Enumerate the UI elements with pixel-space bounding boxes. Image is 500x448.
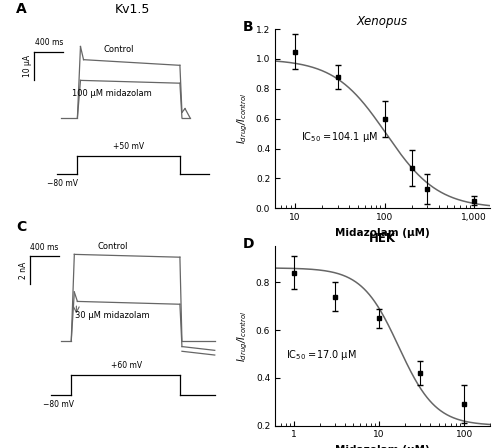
- Title: HEK: HEK: [369, 232, 396, 245]
- Title: Xenopus: Xenopus: [357, 15, 408, 28]
- Text: B: B: [243, 20, 254, 34]
- Text: −80 mV: −80 mV: [46, 179, 78, 188]
- Text: IC$_{50}$ =104.1 μM: IC$_{50}$ =104.1 μM: [301, 130, 378, 144]
- Text: Control: Control: [103, 45, 134, 54]
- X-axis label: Midazolam (μM): Midazolam (μM): [335, 445, 430, 448]
- Text: −80 mV: −80 mV: [42, 400, 74, 409]
- Text: 400 ms: 400 ms: [34, 38, 63, 47]
- Text: 400 ms: 400 ms: [30, 242, 59, 252]
- Text: Control: Control: [97, 241, 128, 250]
- X-axis label: Midazolam (μM): Midazolam (μM): [335, 228, 430, 238]
- Y-axis label: I$_{drug}$/I$_{control}$: I$_{drug}$/I$_{control}$: [236, 93, 250, 144]
- Text: +50 mV: +50 mV: [113, 142, 144, 151]
- Text: 30 μM midazolam: 30 μM midazolam: [75, 311, 150, 320]
- Text: 2 nA: 2 nA: [18, 262, 28, 279]
- Y-axis label: I$_{drug}$/I$_{control}$: I$_{drug}$/I$_{control}$: [236, 310, 250, 362]
- Text: Kv1.5: Kv1.5: [115, 4, 150, 17]
- Text: 100 μM midazolam: 100 μM midazolam: [72, 89, 152, 98]
- Text: A: A: [16, 2, 26, 17]
- Text: D: D: [243, 237, 254, 251]
- Text: C: C: [16, 220, 26, 234]
- Text: +60 mV: +60 mV: [111, 361, 142, 370]
- Text: 10 μA: 10 μA: [22, 55, 32, 78]
- Text: IC$_{50}$ =17.0 μM: IC$_{50}$ =17.0 μM: [286, 348, 356, 362]
